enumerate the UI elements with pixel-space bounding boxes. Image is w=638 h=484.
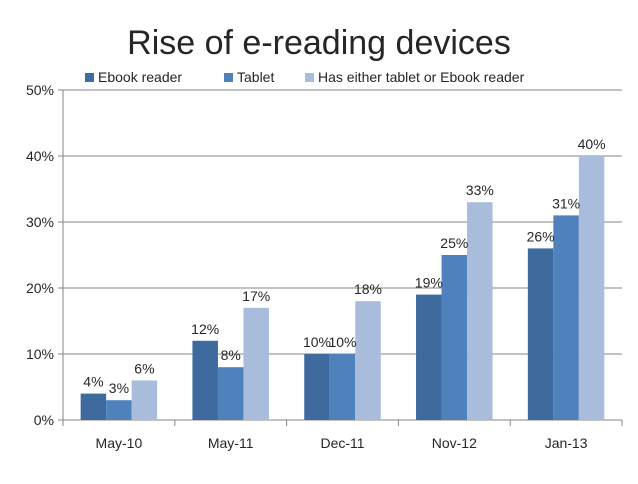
data-label: 10% bbox=[303, 334, 331, 350]
data-label: 12% bbox=[191, 321, 219, 337]
legend-label: Has either tablet or Ebook reader bbox=[318, 69, 525, 85]
bar-tablet-nov-12 bbox=[441, 255, 468, 420]
data-labels: 4% 3% 6% 12%8% 17% 10%10% 18% 19% 25% 33% 26% 31% 40… bbox=[83, 136, 605, 396]
bar-ebook-reader-may-10 bbox=[80, 393, 107, 420]
bar-tablet-may-11 bbox=[217, 367, 244, 420]
bar-has-either-tablet-or-ebook-reader-jan-13 bbox=[578, 156, 605, 420]
legend-swatch bbox=[85, 73, 94, 82]
data-label: 6% bbox=[134, 360, 154, 376]
legend-swatch bbox=[305, 73, 314, 82]
y-tick-label: 0% bbox=[34, 412, 54, 428]
data-label: 3% bbox=[109, 380, 129, 396]
legend-swatch bbox=[224, 73, 233, 82]
x-category-label: Dec-11 bbox=[320, 435, 364, 451]
data-label: 19% bbox=[415, 275, 443, 291]
bar-has-either-tablet-or-ebook-reader-may-11 bbox=[243, 307, 269, 420]
legend-label: Tablet bbox=[237, 69, 274, 85]
bars bbox=[80, 156, 605, 420]
data-label: 17% bbox=[242, 288, 270, 304]
data-label: 4% bbox=[83, 374, 103, 390]
bar-has-either-tablet-or-ebook-reader-nov-12 bbox=[467, 202, 493, 420]
data-label: 8% bbox=[221, 347, 241, 363]
bar-ebook-reader-may-11 bbox=[192, 340, 218, 420]
data-label: 25% bbox=[440, 235, 468, 251]
bar-tablet-may-10 bbox=[106, 400, 132, 420]
data-label: 33% bbox=[466, 182, 494, 198]
legend: Ebook reader Tablet Has either tablet or E… bbox=[85, 69, 525, 85]
data-label: 26% bbox=[527, 228, 555, 244]
data-label: 31% bbox=[552, 195, 580, 211]
y-tick-label: 10% bbox=[26, 346, 54, 362]
y-tick-label: 40% bbox=[26, 148, 54, 164]
chart-title: Rise of e-reading devices bbox=[127, 24, 511, 62]
data-label: 10% bbox=[328, 334, 356, 350]
bar-tablet-jan-13 bbox=[553, 215, 579, 420]
bar-ebook-reader-dec-11 bbox=[304, 354, 330, 420]
legend-label: Ebook reader bbox=[98, 69, 182, 85]
y-tick-label: 20% bbox=[26, 280, 54, 296]
axes: 0% 10% 20% 30% 40% 50% May-10 May-11 Dec-11 Nov-1… bbox=[26, 82, 623, 451]
data-label: 18% bbox=[354, 281, 382, 297]
y-tick-label: 30% bbox=[26, 214, 54, 230]
bar-ebook-reader-jan-13 bbox=[527, 248, 554, 420]
bar-ebook-reader-nov-12 bbox=[416, 294, 442, 420]
x-category-label: Jan-13 bbox=[545, 435, 588, 451]
x-category-label: May-10 bbox=[96, 435, 143, 451]
bar-has-either-tablet-or-ebook-reader-dec-11 bbox=[355, 301, 381, 420]
x-category-label: Nov-12 bbox=[432, 435, 477, 451]
bar-has-either-tablet-or-ebook-reader-may-10 bbox=[131, 380, 158, 420]
bar-tablet-dec-11 bbox=[329, 354, 356, 420]
x-category-label: May-11 bbox=[208, 435, 254, 451]
data-label: 40% bbox=[578, 136, 606, 152]
y-tick-label: 50% bbox=[26, 82, 54, 98]
